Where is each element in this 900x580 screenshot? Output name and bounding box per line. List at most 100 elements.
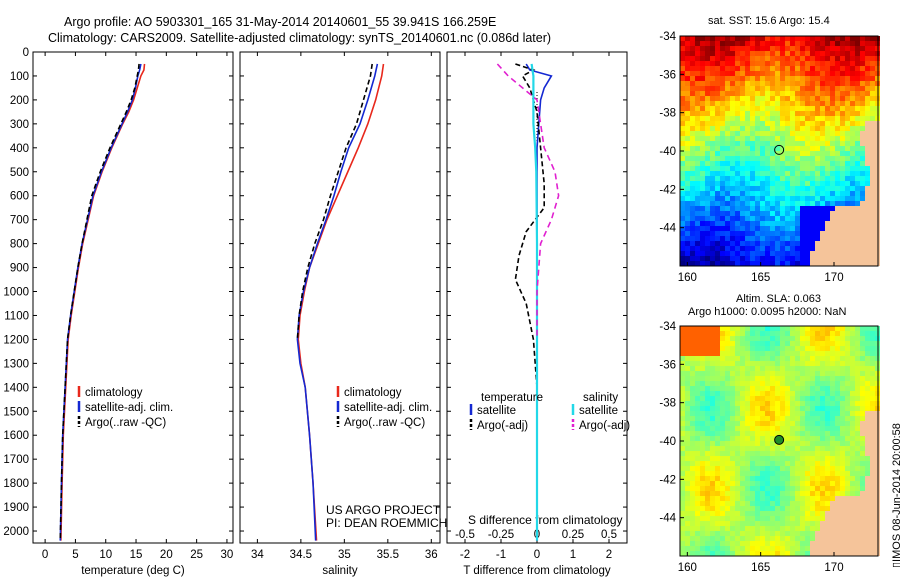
map-cell (825, 371, 830, 376)
map-cell (835, 461, 840, 466)
map-cell (800, 516, 805, 521)
map-cell (770, 161, 775, 166)
map-cell (685, 246, 690, 251)
map-cell (700, 126, 705, 131)
map-cell (690, 356, 695, 361)
map-cell (795, 206, 800, 211)
map-cell (765, 101, 770, 106)
map-cell (865, 191, 870, 196)
map-cell (830, 141, 835, 146)
map-cell (760, 226, 765, 231)
map-cell (735, 81, 740, 86)
map-cell (680, 226, 685, 231)
map-cell (755, 396, 760, 401)
map-cell (770, 446, 775, 451)
map-cell (725, 251, 730, 256)
map-cell (735, 191, 740, 196)
map-cell (770, 201, 775, 206)
map-cell (775, 446, 780, 451)
map-cell (800, 156, 805, 161)
map-cell (870, 416, 875, 421)
map-cell (750, 511, 755, 516)
map-cell (775, 261, 780, 266)
map-cell (850, 201, 855, 206)
map-cell (740, 456, 745, 461)
map-cell (855, 41, 860, 46)
map-cell (830, 546, 835, 551)
map-cell (795, 181, 800, 186)
map-cell (710, 341, 715, 346)
map-cell (755, 536, 760, 541)
map-cell (755, 176, 760, 181)
map-cell (720, 221, 725, 226)
map-cell (725, 146, 730, 151)
map-cell (700, 416, 705, 421)
map-cell (710, 551, 715, 556)
map-cell (835, 491, 840, 496)
map-cell (780, 261, 785, 266)
map-cell (735, 171, 740, 176)
map-cell (735, 61, 740, 66)
map-cell (870, 51, 875, 56)
map-cell (860, 111, 865, 116)
map-cell (710, 226, 715, 231)
map-cell (795, 196, 800, 201)
map-cell (765, 161, 770, 166)
map-cell (815, 146, 820, 151)
map-cell (780, 226, 785, 231)
map-cell (800, 136, 805, 141)
map-cell (815, 231, 820, 236)
map-cell (725, 106, 730, 111)
map-cell (725, 501, 730, 506)
map-cell (830, 336, 835, 341)
map-cell (700, 121, 705, 126)
map-cell (715, 176, 720, 181)
map-cell (820, 426, 825, 431)
map-cell (800, 461, 805, 466)
map-cell (775, 176, 780, 181)
map-cell (775, 341, 780, 346)
map-cell (835, 521, 840, 526)
map-cell (855, 91, 860, 96)
map-cell (775, 76, 780, 81)
map-cell (685, 436, 690, 441)
map-cell (870, 186, 875, 191)
map-cell (690, 406, 695, 411)
map-cell (690, 201, 695, 206)
map-cell (725, 526, 730, 531)
map-cell (700, 356, 705, 361)
map-cell (870, 531, 875, 536)
map-cell (770, 76, 775, 81)
map-cell (800, 511, 805, 516)
map-cell (825, 71, 830, 76)
map-cell (785, 71, 790, 76)
map-cell (725, 96, 730, 101)
map-cell (825, 501, 830, 506)
map-cell (865, 226, 870, 231)
map-cell (745, 511, 750, 516)
map-cell (790, 201, 795, 206)
map-cell (680, 546, 685, 551)
map-cell (795, 116, 800, 121)
map-cell (865, 41, 870, 46)
map-cell (870, 541, 875, 546)
map-cell (865, 46, 870, 51)
map-cell (870, 196, 875, 201)
map-cell (850, 366, 855, 371)
map-cell (705, 236, 710, 241)
map-cell (725, 431, 730, 436)
map-cell (815, 451, 820, 456)
map-cell (730, 121, 735, 126)
map-cell (825, 406, 830, 411)
map-cell (695, 486, 700, 491)
map-cell (685, 481, 690, 486)
map-cell (800, 496, 805, 501)
map-cell (705, 526, 710, 531)
map-cell (865, 186, 870, 191)
map-cell (765, 526, 770, 531)
map-cell (865, 246, 870, 251)
map-cell (715, 146, 720, 151)
map-cell (735, 406, 740, 411)
map-cell (820, 176, 825, 181)
map-cell (805, 481, 810, 486)
